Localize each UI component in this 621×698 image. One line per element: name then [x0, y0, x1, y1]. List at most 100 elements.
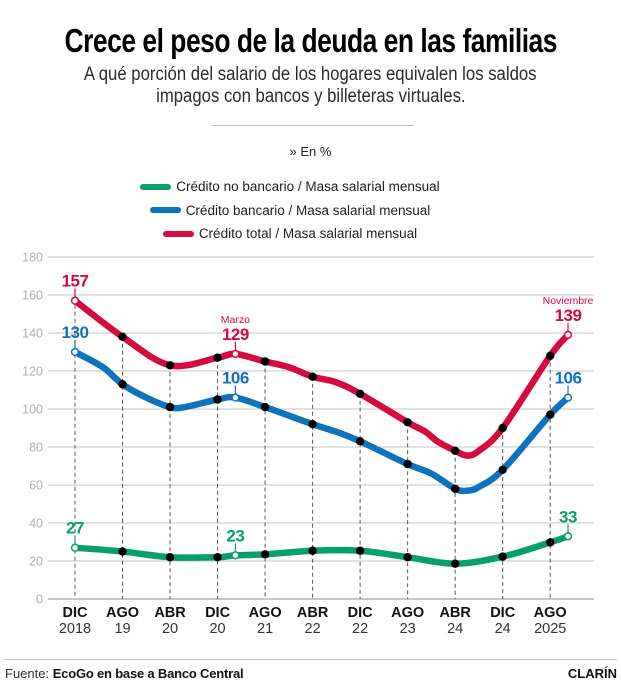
series-lines [71, 297, 572, 567]
data-point-marker [450, 484, 460, 493]
y-tick-label: 0 [36, 593, 43, 607]
chart-subtitle: A qué porción del salario de los hogares… [0, 64, 621, 108]
highlight-point-marker [563, 330, 573, 340]
data-point-marker [118, 380, 127, 389]
highlight-point-marker [563, 532, 573, 541]
data-note: Noviembre [543, 295, 594, 307]
highlight-point-marker [70, 543, 80, 552]
data-label: 106 [222, 369, 249, 388]
data-point-marker [546, 538, 555, 547]
x-tick-year: 2025 [534, 621, 566, 637]
data-point-marker [403, 459, 412, 469]
x-tick-month: AGO [534, 605, 567, 621]
data-point-marker [260, 550, 270, 559]
y-tick-label: 20 [29, 555, 43, 569]
x-tick-year: 22 [305, 621, 321, 637]
data-point-marker [546, 410, 555, 419]
data-label: 27 [66, 519, 84, 538]
x-tick-month: AGO [249, 605, 282, 621]
data-point-marker [118, 332, 127, 341]
data-point-marker [260, 402, 270, 412]
source-label: Fuente: [5, 666, 53, 681]
series-line-total [71, 297, 572, 459]
data-point-marker [355, 389, 365, 398]
data-point-marker [355, 437, 365, 446]
x-tick-year: 20 [209, 621, 225, 637]
x-tick-month: DIC [490, 605, 516, 621]
x-tick-month: ABR [154, 605, 186, 621]
x-tick-month: AGO [391, 605, 424, 621]
data-point-marker [260, 357, 270, 366]
legend-label: Crédito no bancario / Masa salarial mens… [176, 179, 440, 195]
legend-label: Crédito total / Masa salarial mensual [198, 226, 418, 242]
x-tick-month: AGO [106, 605, 139, 621]
highlight-point-marker [231, 393, 240, 402]
data-point-marker [403, 553, 412, 562]
x-tick-year: 20 [162, 621, 178, 637]
legend-item-no-bancario: Crédito no bancario / Masa salarial mens… [0, 175, 580, 199]
x-axis-labels: DIC2018AGO19ABR20DIC20AGO21ABR22DIC22AGO… [59, 605, 567, 637]
x-tick-year: 24 [495, 621, 511, 637]
data-point-marker [308, 372, 317, 381]
highlight-point-marker [231, 551, 240, 560]
data-point-marker [308, 546, 317, 555]
chart-title: Crece el peso de la deuda en las familia… [64, 22, 557, 59]
legend: Crédito no bancario / Masa salarial mens… [0, 175, 580, 246]
x-tick-month: DIC [205, 605, 231, 621]
y-tick-label: 60 [29, 479, 43, 493]
subtitle-line-1: A qué porción del salario de los hogares… [84, 64, 537, 85]
footer-divider [4, 659, 617, 660]
data-point-marker [165, 553, 175, 562]
legend-label: Crédito bancario / Masa salarial mensual [185, 202, 431, 218]
data-label: 157 [62, 272, 89, 291]
y-tick-label: 100 [22, 403, 43, 417]
x-tick-year: 19 [114, 621, 130, 637]
y-tick-label: 180 [22, 251, 43, 265]
x-tick-month: ABR [297, 605, 329, 621]
data-label: 130 [62, 323, 89, 342]
data-point-marker [165, 361, 175, 370]
series-markers [118, 332, 555, 568]
data-point-marker [403, 418, 412, 427]
data-point-marker [355, 546, 365, 555]
highlight-point-marker [231, 349, 240, 359]
data-point-marker [213, 395, 222, 404]
highlight-point-marker [70, 347, 80, 357]
x-tick-month: DIC [348, 605, 374, 621]
y-tick-label: 40 [29, 517, 43, 531]
x-tick-year: 24 [447, 621, 463, 637]
series-line-no-bancario [71, 533, 572, 567]
y-tick-label: 160 [22, 289, 43, 303]
data-point-marker [546, 351, 555, 360]
y-axis-labels: 0 20 40 60 80 100 120 140 160 180 [22, 251, 43, 607]
x-tick-year: 2018 [59, 621, 91, 637]
legend-swatch-green [140, 183, 172, 190]
data-label: 129 [222, 325, 249, 344]
source-text: EcoGo en base a Banco Central [52, 666, 244, 681]
data-point-marker [450, 559, 460, 568]
highlight-point-marker [70, 296, 80, 305]
highlight-point-marker [563, 393, 573, 402]
data-note: Marzo [221, 314, 250, 326]
data-point-marker [308, 420, 317, 429]
data-point-marker [213, 353, 222, 362]
x-tick-month: ABR [439, 605, 471, 621]
y-tick-label: 120 [22, 365, 43, 379]
brand-logo: CLARÍN [567, 666, 617, 681]
data-point-marker [118, 547, 127, 556]
data-point-marker [498, 552, 507, 561]
legend-swatch-blue [149, 207, 181, 214]
data-point-marker [450, 446, 460, 455]
data-label: 139 [555, 306, 582, 325]
x-tick-year: 22 [352, 621, 368, 637]
x-tick-month: DIC [63, 605, 89, 621]
legend-swatch-red [162, 230, 194, 237]
data-label: 33 [559, 507, 577, 526]
footer: Fuente: EcoGo en base a Banco Central CL… [5, 666, 617, 681]
legend-item-bancario: Crédito bancario / Masa salarial mensual [0, 199, 580, 223]
data-label: 23 [226, 526, 244, 545]
data-point-marker [165, 402, 175, 412]
series-line-bancario [71, 348, 572, 495]
data-point-marker [498, 423, 507, 433]
